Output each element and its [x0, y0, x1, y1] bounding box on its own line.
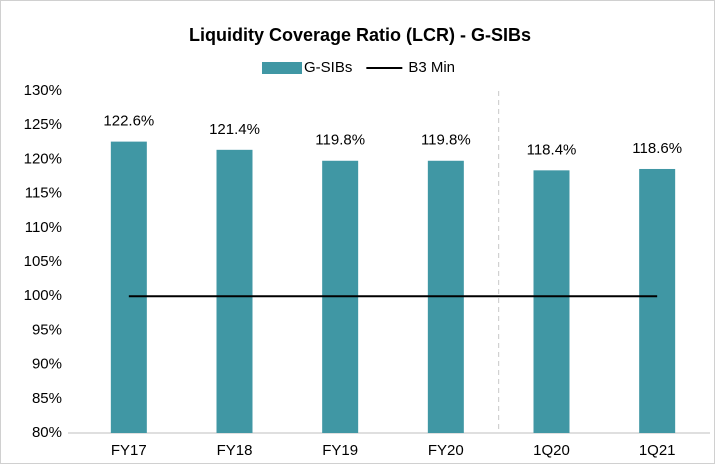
x-tick-label: FY18: [217, 442, 253, 459]
bar: [639, 168, 676, 433]
legend-label: B3 Min: [408, 59, 455, 76]
data-label: 118.4%: [527, 141, 577, 158]
y-tick-label: 130%: [24, 82, 62, 99]
x-tick-label: FY17: [111, 442, 147, 459]
y-tick-label: 115%: [25, 185, 62, 202]
y-tick-label: 105%: [24, 253, 62, 270]
data-label: 119.8%: [421, 132, 471, 149]
x-tick-label: FY20: [428, 442, 464, 459]
y-tick-label: 110%: [25, 219, 62, 236]
y-tick-label: 85%: [32, 390, 62, 407]
legend-swatch: [262, 62, 302, 74]
bar: [533, 170, 570, 433]
bar: [110, 141, 147, 433]
chart-title: Liquidity Coverage Ratio (LCR) - G-SIBs: [189, 25, 531, 45]
x-tick-label: 1Q21: [639, 442, 676, 459]
x-tick-label: 1Q20: [533, 442, 570, 459]
y-tick-label: 95%: [32, 321, 62, 338]
y-tick-label: 125%: [24, 116, 62, 133]
y-tick-label: 80%: [32, 424, 62, 441]
y-tick-label: 100%: [24, 287, 62, 304]
x-tick-label: FY19: [322, 442, 358, 459]
data-label: 121.4%: [209, 121, 260, 138]
data-label: 118.6%: [632, 140, 682, 157]
y-tick-label: 120%: [24, 150, 62, 167]
legend-label: G-SIBs: [304, 59, 352, 76]
data-label: 122.6%: [103, 113, 154, 130]
data-label: 119.8%: [315, 132, 365, 149]
y-tick-label: 90%: [32, 356, 62, 373]
bar: [216, 149, 253, 433]
